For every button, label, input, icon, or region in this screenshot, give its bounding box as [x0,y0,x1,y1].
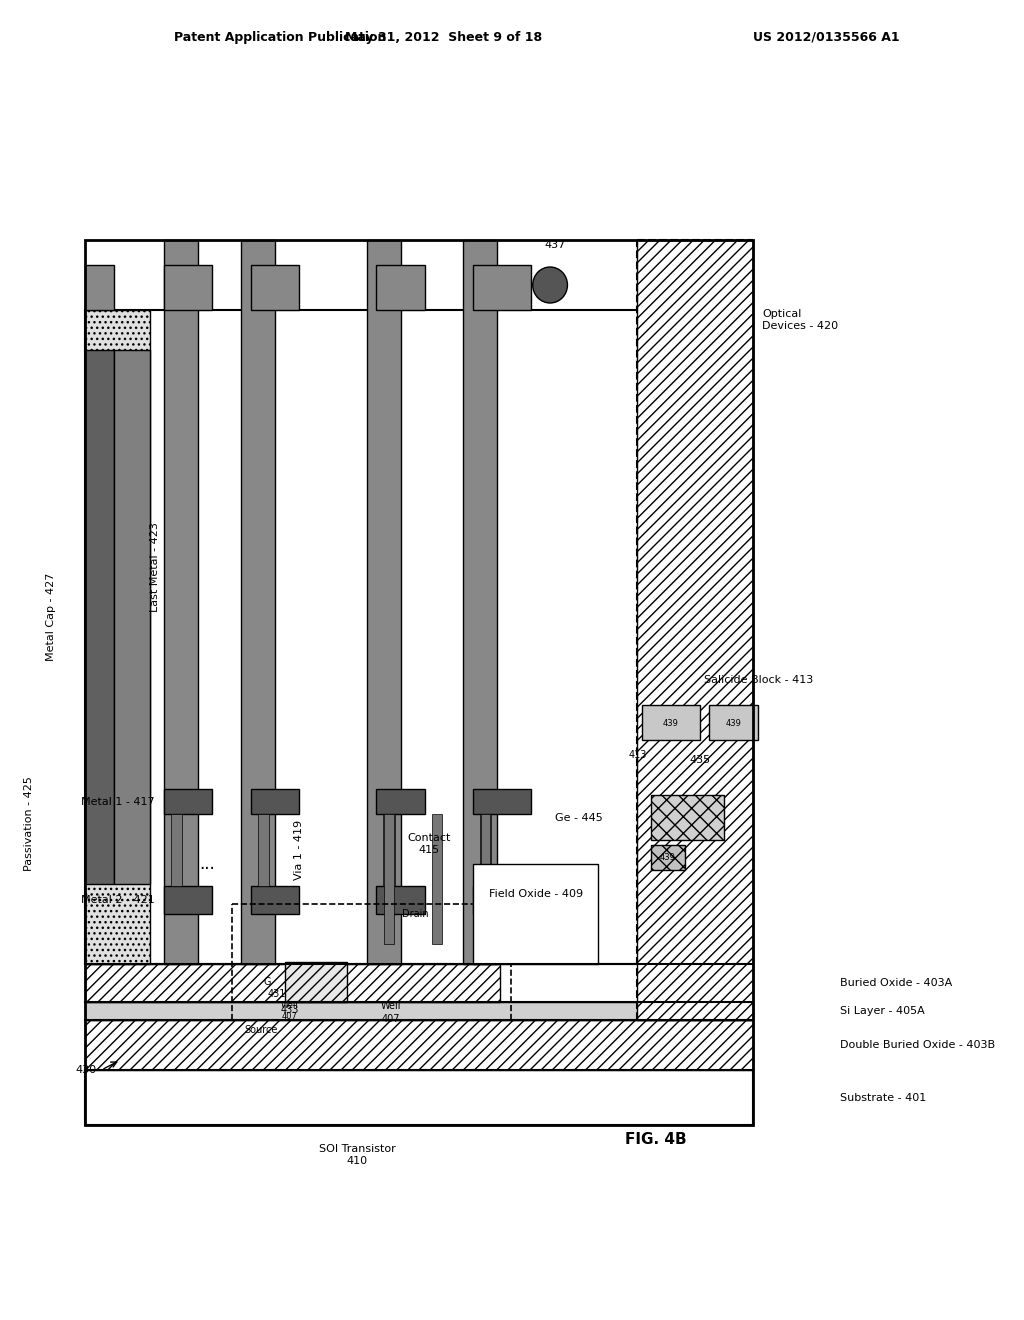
Bar [85,350,114,884]
Bar [85,964,500,1002]
Text: 413: 413 [628,750,646,760]
Bar [377,886,425,913]
Bar [383,814,394,886]
Bar [85,310,150,964]
Text: Double Buried Oxide - 403B: Double Buried Oxide - 403B [840,1040,994,1049]
Bar [285,962,347,1002]
Bar [473,886,502,913]
Bar [384,814,394,944]
Bar [473,265,530,310]
Bar [251,789,299,814]
Bar [367,240,400,964]
Text: Metal 1 - 417: Metal 1 - 417 [81,797,155,807]
Text: Via 1 - 419: Via 1 - 419 [294,820,304,880]
Bar [85,265,114,310]
Bar [164,789,212,814]
Bar [85,240,753,1125]
Text: Metal 2 - 421: Metal 2 - 421 [81,895,155,906]
Text: US 2012/0135566 A1: US 2012/0135566 A1 [753,30,899,44]
Text: Well: Well [381,1001,401,1011]
Text: 433: 433 [281,1005,299,1015]
Bar [642,705,699,741]
Text: 439: 439 [663,718,679,727]
Bar [85,1071,753,1125]
Bar [473,789,530,814]
Text: Substrate - 401: Substrate - 401 [840,1093,926,1104]
Text: SOI Transistor
410: SOI Transistor 410 [318,1144,395,1166]
Bar [85,1020,753,1071]
Bar [258,814,269,886]
Text: 431: 431 [268,989,286,999]
Text: ...: ... [200,855,215,873]
Text: 437: 437 [545,240,565,249]
Text: Drain: Drain [401,909,428,919]
Bar [377,789,425,814]
Bar [473,865,598,964]
Bar [710,705,758,741]
Bar [432,814,442,944]
Text: FIG. 4B: FIG. 4B [626,1133,687,1147]
Bar [251,886,299,913]
Text: Source: Source [244,1026,278,1035]
Bar [651,795,724,840]
Bar [164,240,198,964]
Bar [479,814,492,886]
Text: Salicide Block - 413: Salicide Block - 413 [705,675,814,685]
Text: G: G [263,977,271,987]
Bar [85,1002,753,1020]
Bar [171,814,182,886]
Text: Metal Cap - 427: Metal Cap - 427 [46,573,56,661]
Bar [164,886,212,913]
Bar [377,265,425,310]
Text: Buried Oxide - 403A: Buried Oxide - 403A [840,978,952,987]
Text: Ge - 445: Ge - 445 [555,813,603,822]
Bar [480,814,490,944]
Bar [114,350,150,884]
Text: 439: 439 [726,718,741,727]
Text: 407: 407 [382,1014,400,1024]
Text: Si Layer - 405A: Si Layer - 405A [840,1006,925,1016]
Circle shape [532,267,567,304]
Bar [651,845,685,870]
Text: Field Oxide - 409: Field Oxide - 409 [488,888,583,899]
Text: Well
407: Well 407 [281,1002,298,1020]
Text: 439: 439 [659,854,676,862]
Text: 430: 430 [76,1065,96,1074]
Bar [85,310,753,964]
Bar [251,265,299,310]
Text: May 31, 2012  Sheet 9 of 18: May 31, 2012 Sheet 9 of 18 [345,30,543,44]
Bar [463,240,497,964]
Text: 435: 435 [689,755,711,766]
Text: Passivation - 425: Passivation - 425 [24,776,34,871]
Text: Contact
415: Contact 415 [408,833,452,855]
Text: Optical
Devices - 420: Optical Devices - 420 [763,309,839,331]
Bar [164,265,212,310]
Text: Patent Application Publication: Patent Application Publication [174,30,386,44]
Text: Last Metal - 423: Last Metal - 423 [150,523,160,612]
Bar [637,240,753,1020]
Bar [242,240,275,964]
